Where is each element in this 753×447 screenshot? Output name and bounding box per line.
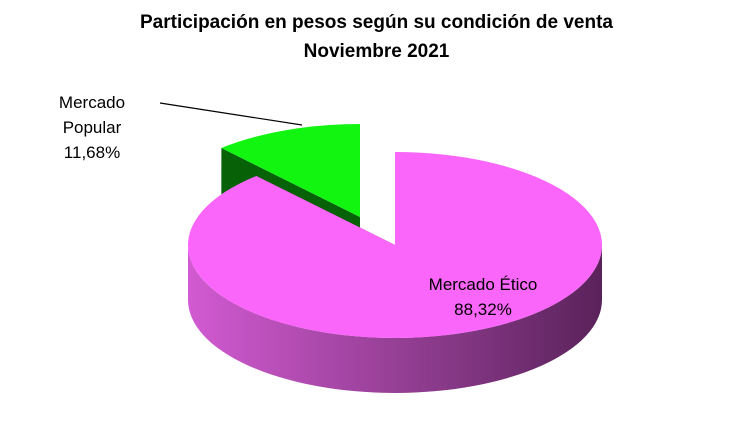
value-label: 11,68% <box>63 143 121 162</box>
slice-label: Mercado Popular 11,68% <box>52 90 132 165</box>
category-label: Mercado Ético <box>428 275 538 294</box>
slice-side <box>188 245 602 393</box>
category-label: Mercado Popular <box>58 93 126 137</box>
chart-subtitle: Noviembre 2021 <box>303 41 450 62</box>
slice-label: Mercado Ético 88,32% <box>418 272 548 322</box>
chart-title: Participación en pesos según su condició… <box>139 12 613 33</box>
value-label: 88,32% <box>454 300 512 319</box>
pie-slice <box>221 124 360 217</box>
leader-line <box>159 102 303 126</box>
pie-slice <box>187 152 603 338</box>
